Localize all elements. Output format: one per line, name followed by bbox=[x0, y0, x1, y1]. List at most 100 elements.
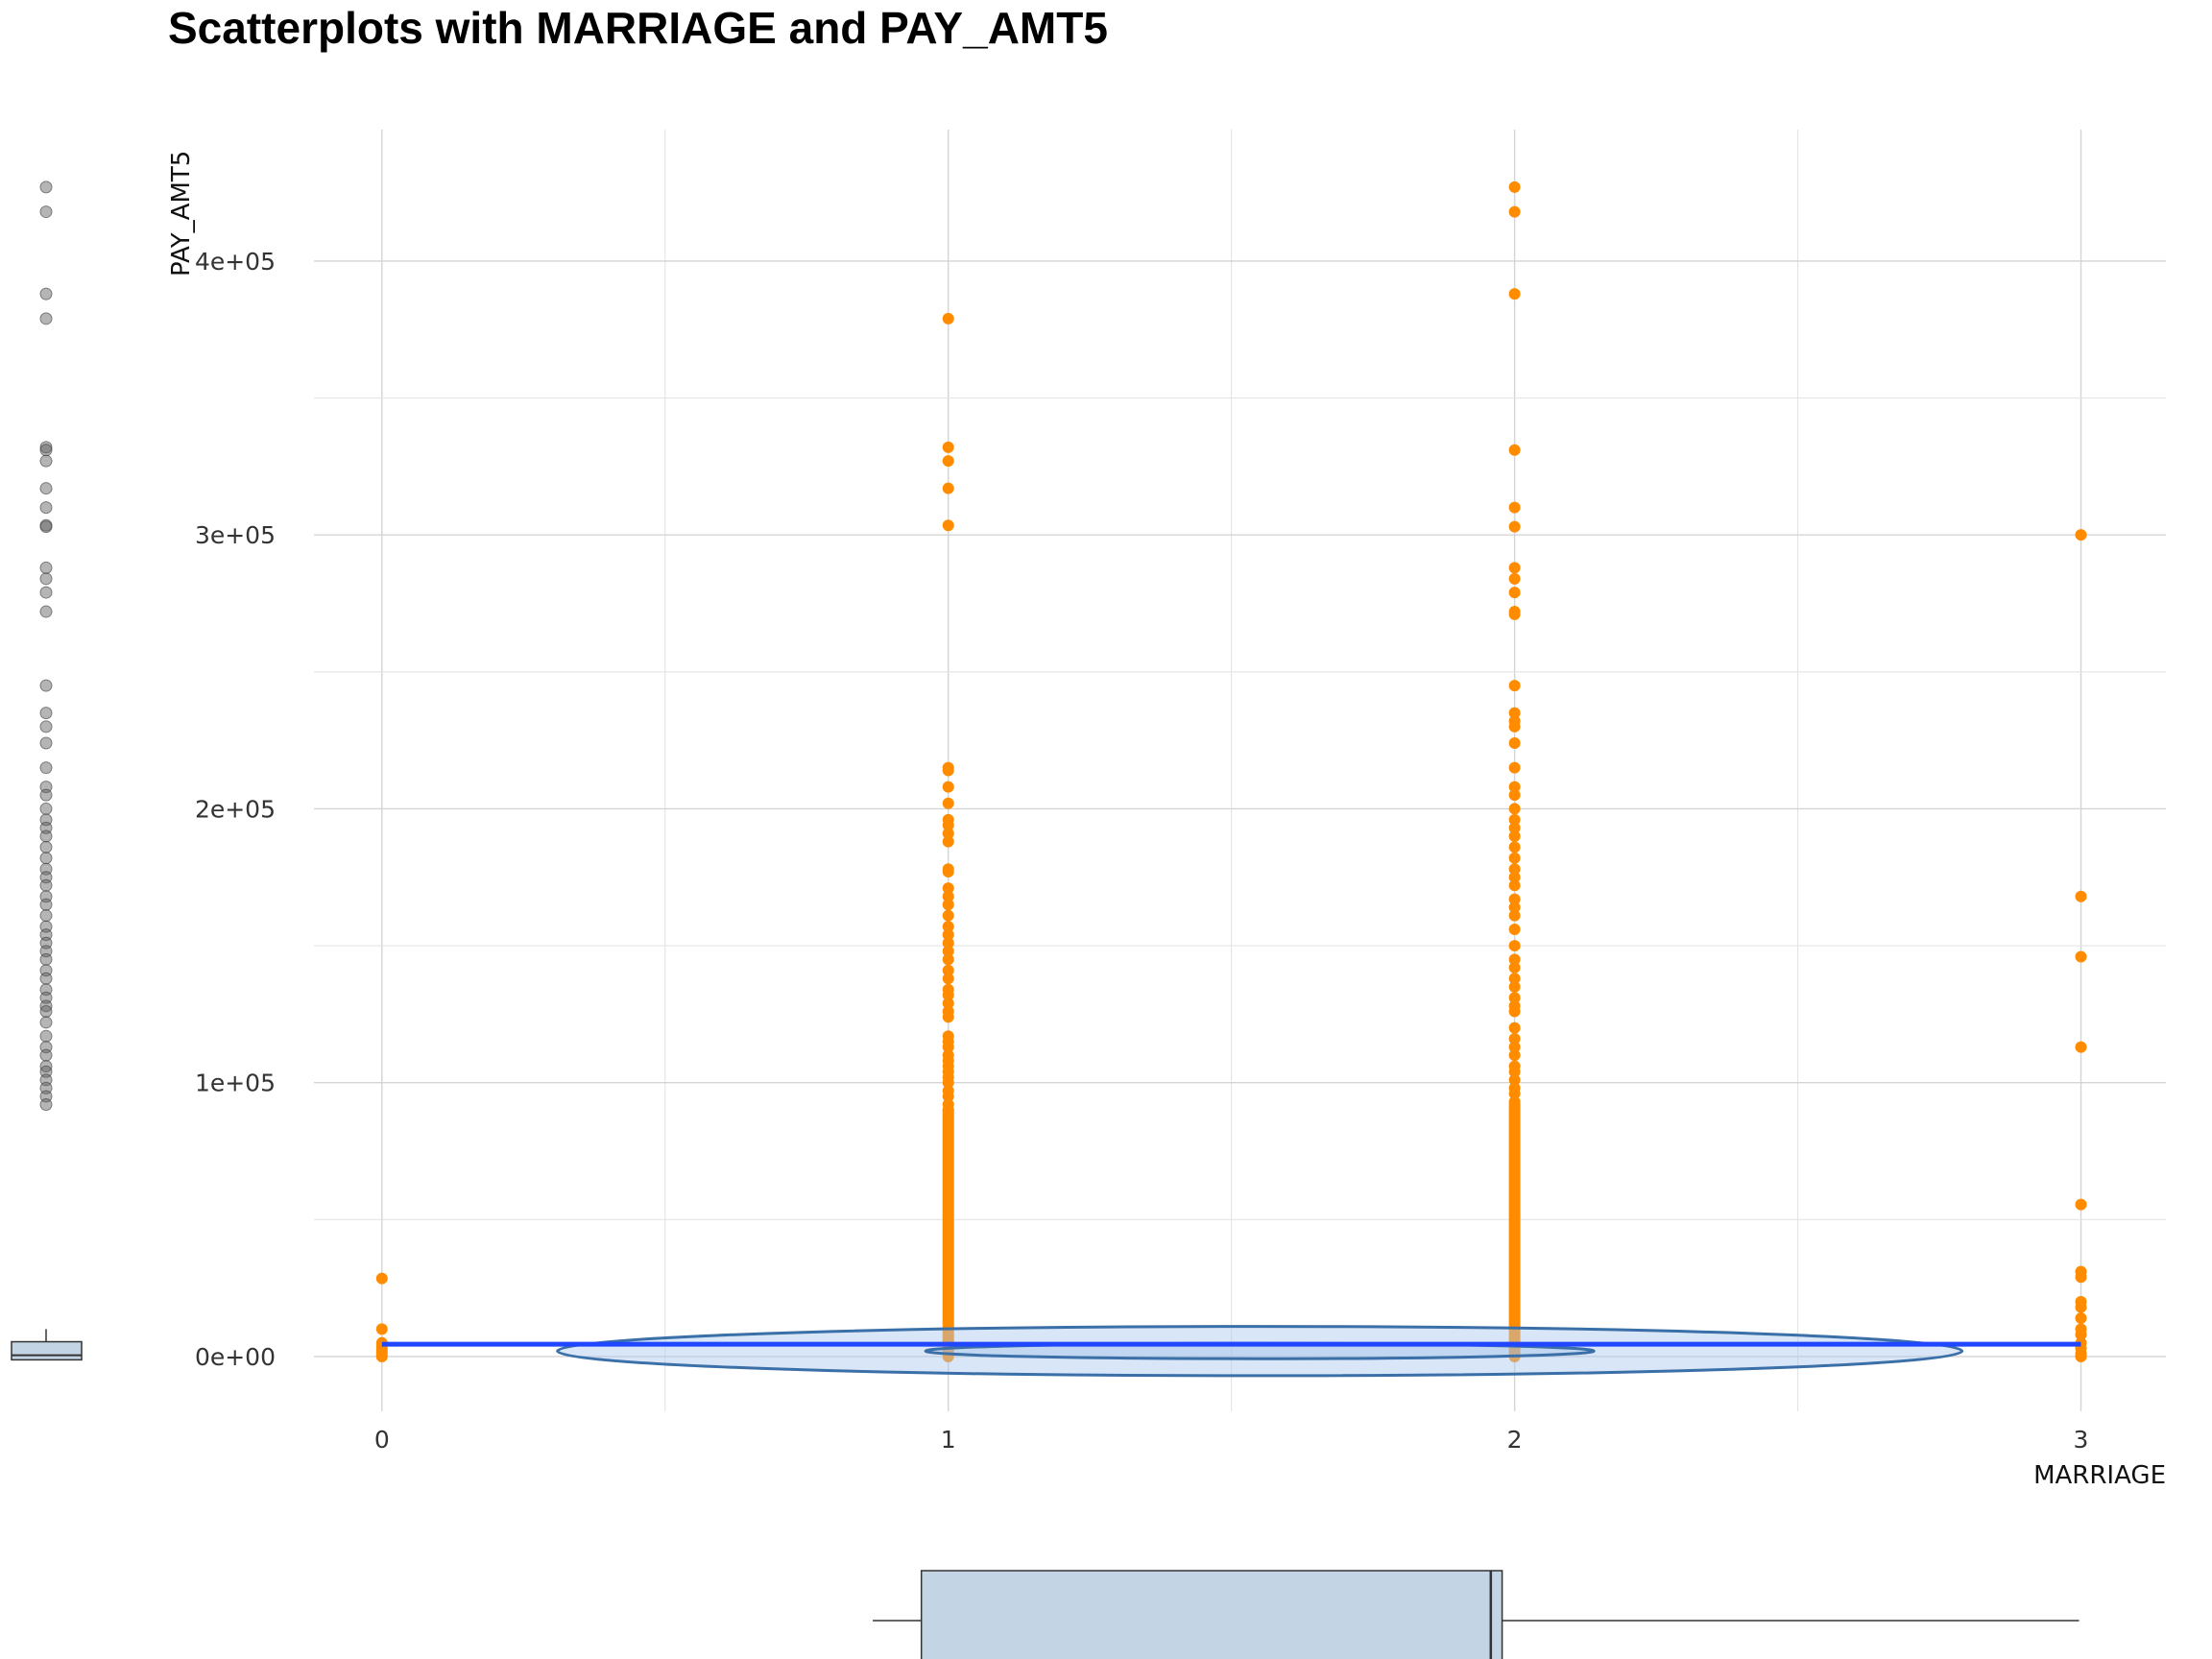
y-axis-ticks: 0e+00 1e+05 2e+05 3e+05 4e+05 bbox=[195, 248, 276, 1371]
data-point bbox=[943, 455, 954, 467]
grid-lines bbox=[314, 130, 2166, 1411]
data-point bbox=[376, 1273, 388, 1285]
data-point bbox=[1509, 1049, 1521, 1061]
outlier-point bbox=[40, 562, 52, 573]
data-point bbox=[1509, 879, 1521, 891]
data-point bbox=[376, 1323, 388, 1334]
outlier-point bbox=[40, 708, 52, 719]
data-point bbox=[943, 953, 954, 965]
marginal-y-boxplot bbox=[12, 181, 82, 1359]
chart-title: Scatterplots with MARRIAGE and PAY_AMT5 bbox=[168, 3, 1108, 53]
data-point bbox=[1509, 573, 1521, 585]
data-point bbox=[943, 899, 954, 910]
data-point bbox=[2076, 891, 2087, 902]
data-point bbox=[1509, 721, 1521, 733]
x-tick-label: 3 bbox=[2074, 1426, 2089, 1454]
data-point bbox=[1509, 502, 1521, 514]
data-point bbox=[943, 866, 954, 878]
data-point bbox=[943, 483, 954, 494]
data-point bbox=[2076, 950, 2087, 962]
data-point bbox=[1509, 853, 1521, 864]
density-ellipses bbox=[558, 1327, 1962, 1376]
outlier-point bbox=[40, 1017, 52, 1028]
data-point bbox=[1509, 962, 1521, 974]
data-point bbox=[2076, 1302, 2087, 1313]
y-tick-label: 3e+05 bbox=[195, 521, 276, 549]
data-point bbox=[1509, 910, 1521, 922]
data-point bbox=[2076, 529, 2087, 541]
data-point bbox=[943, 1011, 954, 1022]
boxplot-box bbox=[12, 1342, 82, 1360]
outlier-point bbox=[40, 521, 52, 533]
data-point bbox=[1509, 924, 1521, 935]
outlier-point bbox=[40, 803, 52, 814]
outlier-point bbox=[40, 853, 52, 864]
outlier-point bbox=[40, 502, 52, 514]
outlier-point bbox=[40, 762, 52, 774]
data-point bbox=[943, 910, 954, 922]
data-point bbox=[943, 442, 954, 453]
data-point bbox=[1509, 1096, 1521, 1108]
outlier-point bbox=[40, 737, 52, 749]
outlier-point bbox=[40, 206, 52, 218]
data-point bbox=[1509, 1006, 1521, 1018]
x-tick-label: 2 bbox=[1507, 1426, 1523, 1454]
data-point bbox=[1509, 841, 1521, 853]
data-point bbox=[2076, 1351, 2087, 1362]
data-point bbox=[1509, 830, 1521, 842]
outlier-point bbox=[40, 587, 52, 598]
data-point bbox=[1509, 981, 1521, 993]
outlier-point bbox=[40, 445, 52, 456]
outlier-point bbox=[40, 455, 52, 467]
outlier-point bbox=[40, 973, 52, 984]
data-point bbox=[943, 765, 954, 777]
outlier-point bbox=[40, 910, 52, 922]
data-point bbox=[1509, 288, 1521, 300]
x-tick-label: 0 bbox=[374, 1426, 390, 1454]
outlier-point bbox=[40, 1006, 52, 1018]
data-point bbox=[1509, 737, 1521, 749]
x-tick-label: 1 bbox=[941, 1426, 956, 1454]
data-point bbox=[2076, 1312, 2087, 1324]
data-point bbox=[1509, 1022, 1521, 1034]
data-point bbox=[1509, 803, 1521, 814]
outlier-point bbox=[40, 483, 52, 494]
outlier-point bbox=[40, 830, 52, 842]
marginal-x-boxplot bbox=[873, 1571, 2080, 1659]
outlier-point bbox=[40, 1030, 52, 1042]
data-point bbox=[2076, 1271, 2087, 1283]
y-axis-label: PAY_AMT5 bbox=[167, 151, 196, 276]
data-point bbox=[943, 1104, 954, 1116]
data-point bbox=[1509, 562, 1521, 573]
data-point bbox=[2076, 1199, 2087, 1211]
outlier-point bbox=[40, 606, 52, 617]
outlier-point bbox=[40, 899, 52, 910]
data-point bbox=[1509, 789, 1521, 801]
outlier-point bbox=[40, 1049, 52, 1061]
data-point bbox=[943, 798, 954, 809]
data-point bbox=[1509, 206, 1521, 218]
data-point bbox=[1509, 680, 1521, 691]
data-point bbox=[1509, 940, 1521, 951]
outlier-point bbox=[40, 721, 52, 733]
data-point bbox=[1509, 609, 1521, 620]
outlier-point bbox=[40, 573, 52, 585]
data-point bbox=[1509, 181, 1521, 193]
outlier-point bbox=[40, 953, 52, 965]
data-point bbox=[943, 313, 954, 325]
data-point bbox=[1509, 521, 1521, 533]
outlier-point bbox=[40, 879, 52, 891]
data-point bbox=[943, 519, 954, 531]
y-tick-label: 4e+05 bbox=[195, 248, 276, 276]
y-tick-label: 1e+05 bbox=[195, 1070, 276, 1097]
outlier-point bbox=[40, 841, 52, 853]
data-point bbox=[1509, 445, 1521, 456]
outlier-point bbox=[40, 181, 52, 193]
outlier-point bbox=[40, 680, 52, 691]
data-point bbox=[943, 781, 954, 793]
boxplot-box bbox=[922, 1571, 1503, 1659]
x-axis-label: MARRIAGE bbox=[2033, 1461, 2166, 1490]
y-tick-label: 2e+05 bbox=[195, 795, 276, 823]
outlier-point bbox=[40, 313, 52, 325]
